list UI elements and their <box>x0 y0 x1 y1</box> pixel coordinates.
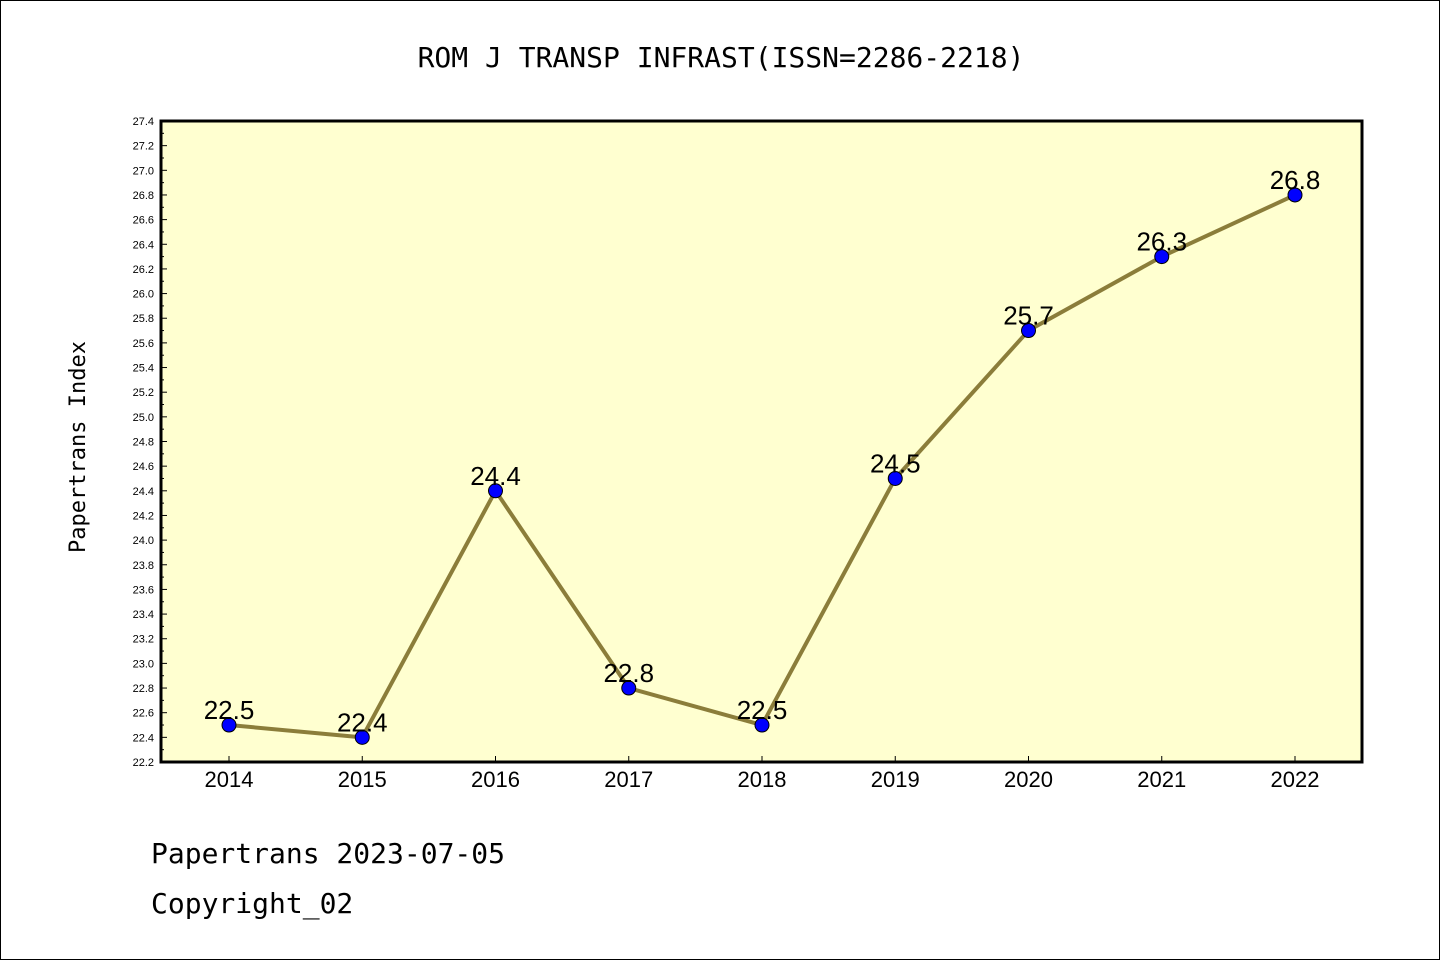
data-label: 22.4 <box>337 707 388 737</box>
data-label: 22.5 <box>737 695 788 725</box>
x-tick-label: 2021 <box>1137 767 1186 792</box>
y-tick-label: 25.0 <box>133 412 154 424</box>
y-tick-label: 25.4 <box>133 363 154 375</box>
y-tick-label: 22.6 <box>133 708 154 720</box>
y-tick-label: 22.2 <box>133 757 154 769</box>
y-tick-label: 24.4 <box>133 486 154 498</box>
data-point <box>488 483 503 499</box>
x-tick-label: 2019 <box>871 767 920 792</box>
y-tick-label: 25.6 <box>133 338 154 350</box>
data-point <box>887 470 903 486</box>
x-tick-label: 2018 <box>738 767 787 792</box>
data-label: 22.8 <box>603 658 654 688</box>
data-label: 26.8 <box>1270 165 1321 195</box>
data-label: 24.4 <box>470 461 521 491</box>
plot-area <box>159 119 1364 764</box>
y-tick-label: 23.8 <box>133 560 154 572</box>
x-tick-label: 2020 <box>1004 767 1053 792</box>
data-point <box>621 680 637 696</box>
x-tick-label: 2016 <box>471 767 520 792</box>
y-axis-label: Papertrans Index <box>66 341 91 553</box>
y-tick-label: 26.6 <box>133 215 154 227</box>
data-point <box>754 717 770 733</box>
y-tick-label: 24.2 <box>133 510 154 522</box>
data-point <box>1021 323 1036 339</box>
y-tick-label: 23.2 <box>133 634 154 646</box>
data-markers <box>221 187 1303 745</box>
x-axis-ticks: 2014 2015 2016 2017 2018 2019 2020 2021 2022 <box>205 756 1320 792</box>
y-tick-label: 23.4 <box>133 609 154 621</box>
y-tick-label: 25.8 <box>133 313 154 325</box>
y-tick-label: 22.8 <box>133 683 154 695</box>
y-tick-label: 26.0 <box>133 289 154 301</box>
y-axis-ticks: 22.2 22.4 22.6 22.8 23.0 23.2 23.4 23.6 23.8 24.0… <box>133 116 167 769</box>
y-tick-label: 23.0 <box>133 658 154 670</box>
y-tick-label: 24.0 <box>133 535 154 547</box>
y-tick-label: 26.2 <box>133 264 154 276</box>
x-tick-label: 2017 <box>604 767 653 792</box>
data-point <box>221 717 237 733</box>
y-tick-label: 22.4 <box>133 732 154 744</box>
y-tick-label: 26.4 <box>133 239 154 251</box>
y-tick-label: 24.8 <box>133 437 154 449</box>
data-point <box>1287 187 1303 203</box>
data-point <box>354 729 370 745</box>
data-label: 24.5 <box>870 448 921 478</box>
y-tick-label: 25.2 <box>133 387 154 399</box>
y-tick-label: 27.2 <box>133 141 154 153</box>
y-tick-label: 27.0 <box>133 165 154 177</box>
data-point <box>1154 249 1170 265</box>
data-label: 25.7 <box>1003 301 1054 331</box>
data-labels: 22.5 22.4 24.4 22.8 22.5 24.5 25.7 26.3 26.8 <box>204 165 1321 737</box>
footer-copyright: Copyright_02 <box>151 887 354 920</box>
x-tick-label: 2015 <box>338 767 387 792</box>
y-tick-label: 23.6 <box>133 584 154 596</box>
y-tick-label: 24.6 <box>133 461 154 473</box>
data-label: 26.3 <box>1136 227 1187 257</box>
y-tick-label: 26.8 <box>133 190 154 202</box>
chart-title: ROM J TRANSP INFRAST(ISSN=2286-2218) <box>418 41 1025 74</box>
y-tick-label: 27.4 <box>133 116 154 128</box>
data-label: 22.5 <box>204 695 255 725</box>
x-tick-label: 2014 <box>205 767 254 792</box>
x-tick-label: 2022 <box>1271 767 1320 792</box>
footer-date: Papertrans 2023-07-05 <box>151 837 506 870</box>
